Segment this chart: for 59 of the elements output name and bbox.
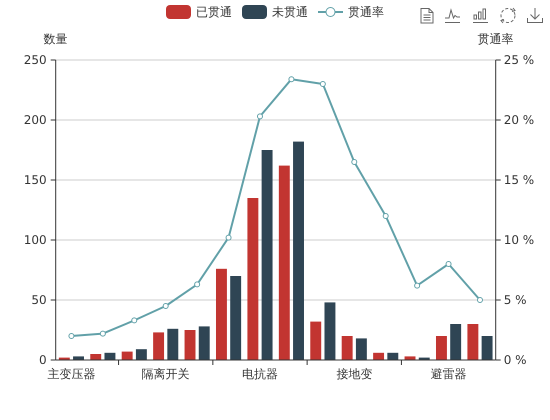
bar [373, 352, 384, 360]
bar [104, 352, 116, 360]
legend-label: 未贯通 [272, 5, 308, 20]
y2-axis-title: 贯通率 [478, 32, 514, 46]
y2-tick-label: 5 % [504, 293, 527, 308]
bar [387, 352, 398, 360]
bar [356, 338, 367, 360]
point [446, 261, 452, 267]
point [100, 330, 106, 337]
y-tick-label: 200 [24, 113, 47, 128]
y2-tick-label: 15 % [504, 173, 534, 188]
point [476, 297, 483, 303]
x-tick-label: 接地变 [336, 367, 372, 382]
x-tick-label: 避雷器 [430, 367, 467, 382]
point [68, 333, 74, 339]
y-tick-label: 50 [31, 293, 47, 308]
point [226, 234, 232, 241]
point [288, 76, 294, 82]
point [351, 159, 358, 165]
point [414, 282, 420, 289]
bar [482, 336, 493, 360]
y-tick-label: 250 [24, 53, 47, 68]
bar [230, 276, 242, 360]
legend-label: 已贯通 [196, 5, 232, 20]
y-axis-title: 数量 [44, 32, 68, 46]
x-tick-label: 隔离开关 [142, 367, 190, 382]
bar [216, 268, 227, 360]
point [162, 303, 169, 309]
y2-tick-label: 25 % [504, 53, 534, 68]
point [194, 281, 200, 288]
y-tick-label: 0 [39, 353, 47, 368]
point [320, 81, 326, 87]
x-tick-label: 主变压器 [47, 367, 96, 382]
bar [467, 324, 478, 360]
bar [324, 302, 336, 360]
bar [310, 322, 322, 360]
bar [247, 198, 258, 360]
bar [278, 166, 290, 360]
bar [262, 150, 273, 360]
y-tick-label: 100 [24, 233, 47, 248]
bar [184, 330, 196, 360]
y-tick-label: 150 [24, 173, 47, 188]
point [256, 113, 263, 120]
bar [342, 336, 353, 360]
x-tick-label: 电抗器 [242, 367, 278, 382]
y2-tick-label: 10 % [504, 233, 534, 248]
bar [167, 328, 178, 360]
y2-tick-label: 20 % [504, 113, 534, 128]
bar [136, 349, 147, 360]
bar [293, 142, 304, 360]
point [131, 317, 138, 324]
point [382, 213, 389, 219]
bar [436, 336, 447, 360]
bar [122, 352, 133, 360]
bar [198, 326, 210, 360]
y2-tick-label: 0 % [504, 353, 527, 368]
bar [450, 324, 462, 360]
legend-label: 贯通率 [348, 5, 384, 20]
bar [153, 332, 164, 360]
